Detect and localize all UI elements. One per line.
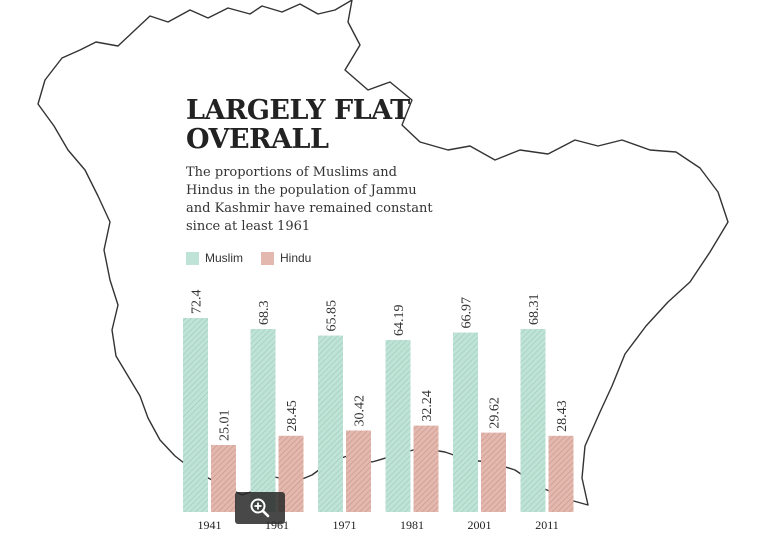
zoom-in-icon: [250, 498, 270, 518]
zoom-button[interactable]: [235, 492, 285, 524]
data-label-muslim-2011: 68.31: [527, 293, 542, 325]
data-label-muslim-1961: 68.3: [257, 300, 272, 325]
bar-muslim-1981: [385, 339, 411, 512]
legend-label-muslim: Muslim: [205, 251, 243, 265]
data-label-hindu-1961: 28.45: [285, 400, 300, 432]
bar-hindu-1941: [211, 444, 236, 512]
data-label-hindu-2001: 29.62: [488, 397, 503, 429]
data-label-hindu-1971: 30.42: [353, 395, 368, 427]
data-label-muslim-2001: 66.97: [460, 297, 475, 329]
bar-muslim-1961: [250, 328, 276, 512]
bar-muslim-2011: [520, 328, 546, 512]
bar-muslim-2001: [453, 332, 478, 512]
bar-hindu-2001: [481, 432, 506, 512]
data-label-muslim-1981: 64.19: [392, 304, 407, 336]
legend: Muslim Hindu: [186, 251, 329, 265]
data-label-muslim-1941: 72.4: [190, 290, 205, 315]
bars-group: 72.425.01194168.328.45196165.8530.421971…: [183, 290, 574, 532]
chart-subtitle: The proportions of Muslims and Hindus in…: [186, 165, 433, 234]
bar-hindu-1971: [346, 430, 371, 512]
bar-muslim-1941: [183, 318, 208, 512]
data-label-muslim-1971: 65.85: [325, 300, 340, 332]
bar-hindu-2011: [548, 435, 574, 512]
legend-swatch-muslim: [186, 251, 199, 265]
legend-swatch-hindu: [261, 251, 274, 265]
legend-item-hindu: Hindu: [261, 251, 311, 265]
x-tick-label-1941: 1941: [198, 518, 222, 532]
data-label-hindu-1981: 32.24: [420, 390, 435, 422]
legend-item-muslim: Muslim: [186, 251, 243, 265]
x-tick-label-1981: 1981: [400, 518, 424, 532]
x-tick-label-2001: 2001: [468, 518, 492, 532]
bar-hindu-1981: [413, 425, 439, 512]
data-label-hindu-1941: 25.01: [218, 409, 233, 441]
bar-muslim-1971: [318, 335, 343, 512]
legend-label-hindu: Hindu: [280, 251, 312, 265]
x-tick-label-2011: 2011: [535, 518, 559, 532]
x-tick-label-1971: 1971: [333, 518, 357, 532]
chart-title: LARGELY FLAT OVERALL: [186, 95, 410, 155]
data-label-hindu-2011: 28.43: [555, 400, 570, 432]
